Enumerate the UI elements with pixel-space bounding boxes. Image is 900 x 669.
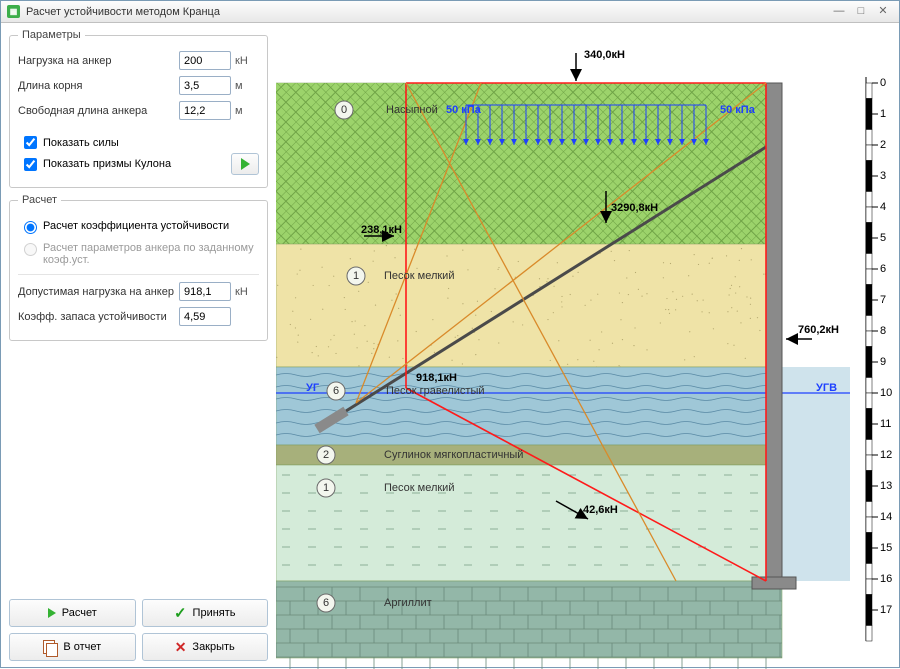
svg-text:340,0кН: 340,0кН	[584, 49, 625, 61]
show-forces-checkbox[interactable]	[24, 136, 37, 149]
params-group: Параметры Нагрузка на анкер кН Длина кор…	[9, 29, 268, 188]
svg-text:3290,8кН: 3290,8кН	[611, 202, 658, 214]
svg-text:1: 1	[353, 270, 359, 282]
free-len-input[interactable]	[179, 101, 231, 120]
calc-mode-fos-radio[interactable]	[24, 221, 37, 234]
report-button[interactable]: В отчет	[9, 633, 136, 661]
apply-button[interactable]: ✓Принять	[142, 599, 269, 627]
calc-mode-fos-label: Расчет коэффициента устойчивости	[43, 220, 229, 232]
svg-text:3: 3	[880, 170, 886, 182]
allow-load-label: Допустимая нагрузка на анкер	[18, 286, 179, 298]
preview-play-button[interactable]	[231, 153, 259, 175]
calc-mode-anchor-label: Расчет параметров анкера по заданному ко…	[43, 242, 259, 266]
svg-text:0: 0	[341, 104, 347, 116]
anchor-load-label: Нагрузка на анкер	[18, 55, 179, 67]
report-icon	[43, 640, 57, 654]
svg-text:14: 14	[880, 511, 892, 523]
calc-legend: Расчет	[18, 194, 61, 206]
svg-text:6: 6	[323, 597, 329, 609]
svg-text:13: 13	[880, 480, 892, 492]
svg-text:0: 0	[880, 77, 886, 89]
svg-text:9: 9	[880, 356, 886, 368]
play-icon	[48, 608, 56, 618]
svg-text:16: 16	[880, 573, 892, 585]
svg-text:2: 2	[323, 449, 329, 461]
svg-text:15: 15	[880, 542, 892, 554]
svg-text:Песок мелкий: Песок мелкий	[384, 482, 454, 494]
svg-text:Песок мелкий: Песок мелкий	[384, 270, 454, 282]
titlebar: ▦ Расчет устойчивости методом Кранца — □…	[1, 1, 899, 23]
free-len-unit: м	[235, 105, 259, 117]
svg-text:12: 12	[880, 449, 892, 461]
params-legend: Параметры	[18, 29, 85, 41]
svg-text:11: 11	[880, 418, 891, 430]
svg-text:7: 7	[880, 294, 886, 306]
app-icon: ▦	[7, 5, 20, 18]
svg-text:918,1кН: 918,1кН	[416, 372, 457, 384]
svg-text:17: 17	[880, 604, 892, 616]
svg-text:УГ: УГ	[306, 382, 320, 394]
svg-text:УГВ: УГВ	[816, 382, 837, 394]
show-forces-label: Показать силы	[43, 137, 119, 149]
maximize-button[interactable]: □	[851, 5, 871, 19]
svg-text:760,2кН: 760,2кН	[798, 324, 839, 336]
svg-text:50 кПа: 50 кПа	[446, 104, 482, 116]
svg-text:1: 1	[323, 482, 329, 494]
allow-load-output[interactable]	[179, 282, 231, 301]
show-prisms-checkbox[interactable]	[24, 158, 37, 171]
svg-text:Аргиллит: Аргиллит	[384, 597, 432, 609]
check-icon: ✓	[174, 604, 187, 622]
svg-text:6: 6	[880, 263, 886, 275]
calc-mode-anchor-radio[interactable]	[24, 243, 37, 256]
allow-load-unit: кН	[235, 286, 259, 298]
calc-group: Расчет Расчет коэффициента устойчивости …	[9, 194, 268, 341]
side-panel: Параметры Нагрузка на анкер кН Длина кор…	[1, 23, 276, 667]
button-bar: Расчет ✓Принять В отчет ✕Закрыть	[9, 595, 268, 661]
svg-text:50 кПа: 50 кПа	[720, 104, 756, 116]
anchor-load-unit: кН	[235, 55, 259, 67]
svg-text:1: 1	[880, 108, 886, 120]
svg-text:5: 5	[880, 232, 886, 244]
root-len-input[interactable]	[179, 76, 231, 95]
free-len-label: Свободная длина анкера	[18, 105, 179, 117]
svg-text:4: 4	[880, 201, 886, 213]
close-button[interactable]: ✕Закрыть	[142, 633, 269, 661]
minimize-button[interactable]: —	[829, 5, 849, 19]
svg-text:238,1кН: 238,1кН	[361, 224, 402, 236]
root-len-unit: м	[235, 80, 259, 92]
root-len-label: Длина корня	[18, 80, 179, 92]
play-icon	[241, 158, 250, 170]
fos-output[interactable]	[179, 307, 231, 326]
svg-text:42,6кН: 42,6кН	[583, 504, 618, 516]
window-title: Расчет устойчивости методом Кранца	[26, 6, 827, 18]
svg-text:8: 8	[880, 325, 886, 337]
svg-text:6: 6	[333, 385, 339, 397]
close-icon: ✕	[175, 639, 187, 656]
close-window-button[interactable]: ✕	[873, 5, 893, 19]
svg-text:Песок гравелистый: Песок гравелистый	[386, 385, 485, 397]
fos-label: Коэфф. запаса устойчивости	[18, 311, 179, 323]
svg-text:Суглинок мягкопластичный: Суглинок мягкопластичный	[384, 449, 523, 461]
anchor-load-input[interactable]	[179, 51, 231, 70]
svg-text:Насыпной: Насыпной	[386, 104, 438, 116]
show-prisms-label: Показать призмы Кулона	[43, 158, 171, 170]
cross-section-diagram: УГ УГВ 50 кПа 50 кПа 0 Насыпной 1 Песок мелкий 6…	[276, 23, 896, 669]
calc-button[interactable]: Расчет	[9, 599, 136, 627]
svg-text:10: 10	[880, 387, 892, 399]
svg-text:2: 2	[880, 139, 886, 151]
diagram-viewport: УГ УГВ 50 кПа 50 кПа 0 Насыпной 1 Песок мелкий 6…	[276, 23, 899, 667]
